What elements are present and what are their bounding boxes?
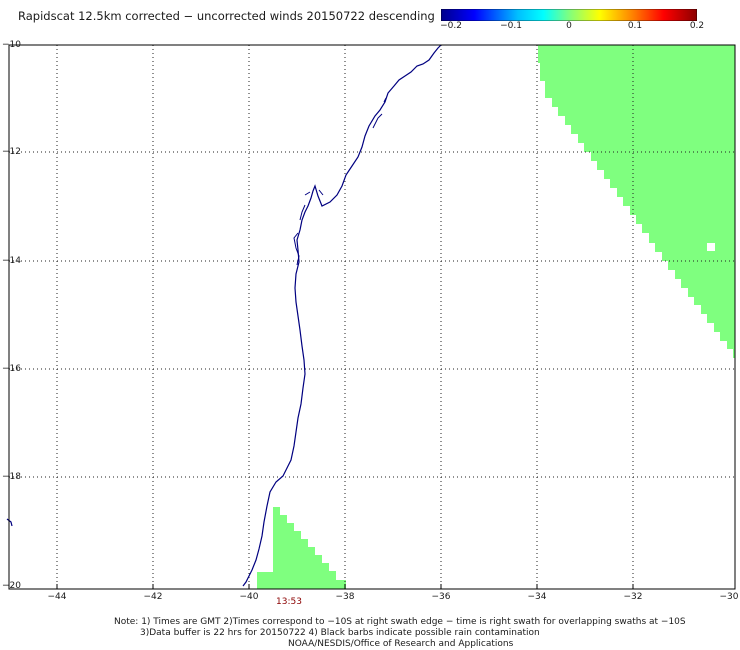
graticule — [9, 45, 735, 589]
lat-label: −10 — [2, 40, 21, 50]
lon-label: −32 — [623, 592, 643, 602]
lon-label: −40 — [239, 592, 259, 602]
map-title: Rapidscat 12.5km corrected − uncorrected… — [18, 9, 435, 23]
colorbar — [441, 9, 697, 21]
lat-label: −20 — [2, 581, 21, 591]
axis-ticks — [56, 584, 634, 589]
colorbar-tick: −0.1 — [500, 21, 522, 31]
lon-label: −42 — [143, 592, 163, 602]
colorbar-tick: 0 — [566, 21, 572, 31]
wind-difference-swath — [257, 45, 735, 589]
lat-label: −16 — [2, 364, 21, 374]
note-line-2: 3)Data buffer is 22 hrs for 20150722 4) … — [140, 628, 540, 638]
lat-label: −12 — [2, 147, 21, 157]
lat-label: −18 — [2, 472, 21, 482]
lon-label: −38 — [335, 592, 355, 602]
note-line-3: NOAA/NESDIS/Office of Research and Appli… — [288, 639, 514, 649]
lon-label: −44 — [47, 592, 67, 602]
colorbar-tick: 0.1 — [627, 21, 643, 31]
lon-label: −30 — [719, 592, 739, 602]
map-frame — [8, 44, 736, 590]
lon-label: −36 — [431, 592, 451, 602]
lat-label: −14 — [2, 256, 21, 266]
coastline — [242, 44, 442, 587]
coastline-detail — [293, 97, 387, 266]
colorbar-tick: 0.2 — [689, 21, 705, 31]
island-outline — [6, 518, 13, 527]
missing-data-pixel — [707, 243, 715, 251]
lon-label: −34 — [527, 592, 547, 602]
note-line-1: Note: 1) Times are GMT 2)Times correspon… — [114, 617, 686, 627]
swath-time-label: 13:53 — [276, 597, 302, 607]
colorbar-tick: −0.2 — [440, 21, 462, 31]
